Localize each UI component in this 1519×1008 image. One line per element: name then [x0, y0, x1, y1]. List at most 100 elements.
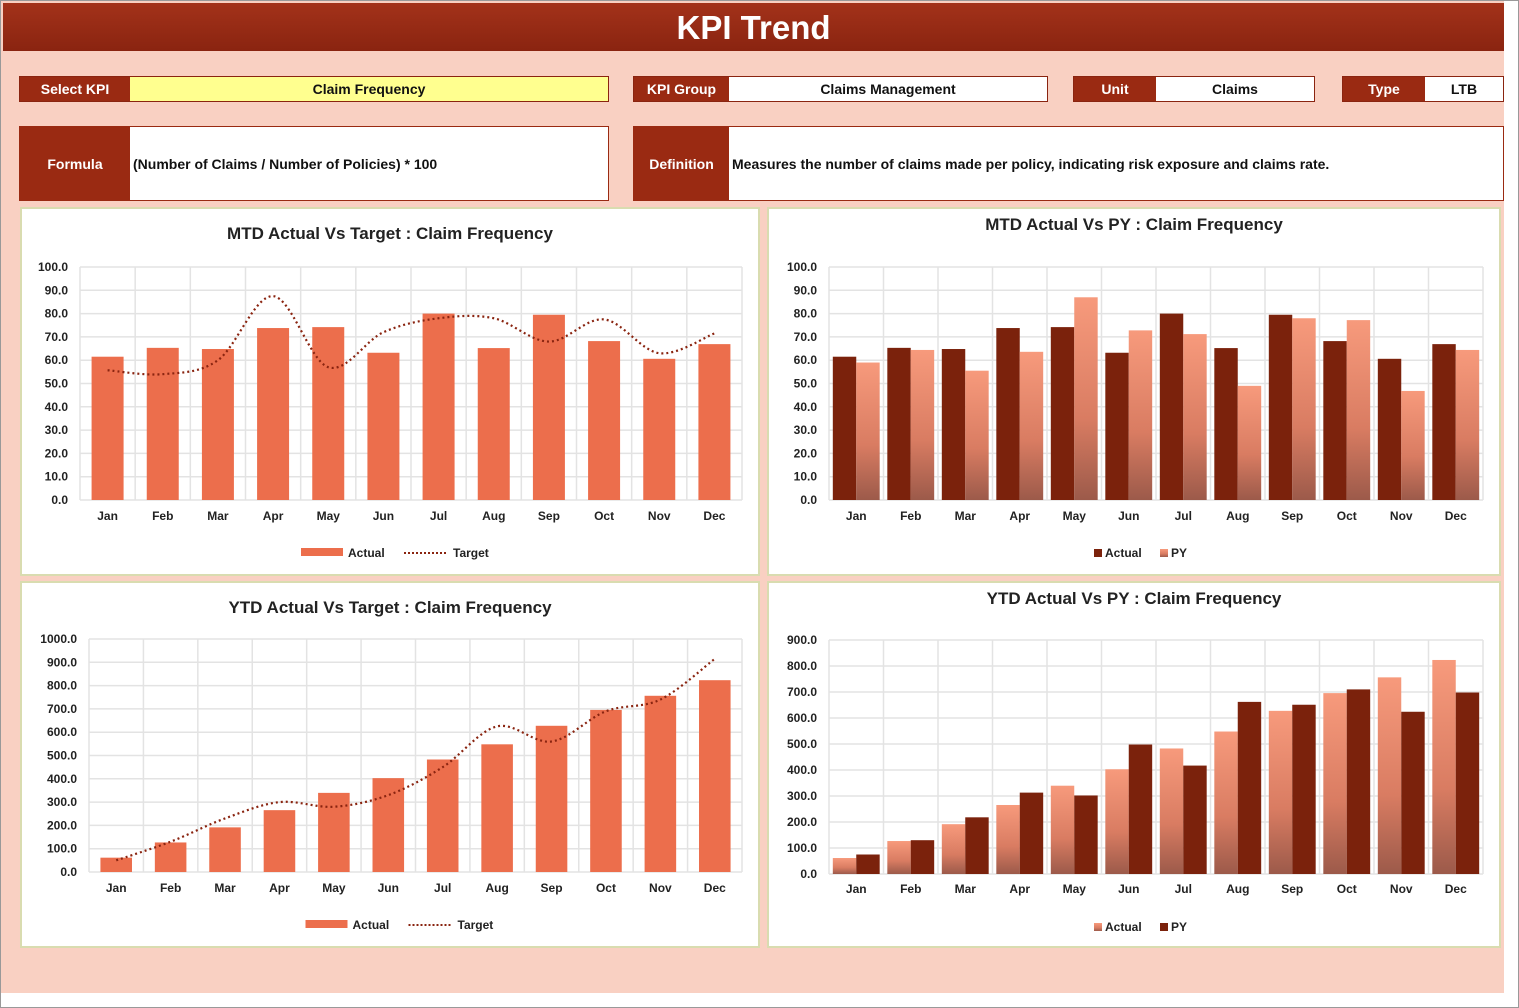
bar-py [1019, 351, 1044, 500]
x-tick-label: Mar [214, 881, 236, 895]
bar-actual [146, 347, 179, 500]
bar-py [1292, 318, 1316, 500]
bar-actual [887, 347, 911, 500]
y-tick-label: 300.0 [787, 789, 817, 803]
x-tick-label: Jul [434, 881, 451, 895]
bar-actual [318, 792, 350, 872]
x-tick-label: May [1063, 882, 1087, 896]
y-tick-label: 60.0 [45, 353, 69, 367]
x-tick-label: Feb [900, 509, 921, 523]
x-tick-label: Dec [1445, 509, 1467, 523]
x-tick-label: Oct [1337, 509, 1357, 523]
type-field: Type LTB [1342, 76, 1504, 102]
bar-actual [1377, 358, 1402, 500]
bar-actual [209, 827, 241, 872]
bar-actual [1432, 344, 1456, 500]
y-tick-label: 200.0 [787, 815, 817, 829]
kpi-group-field: KPI Group Claims Management [633, 76, 1048, 102]
bar-py [856, 362, 880, 500]
formula-value: (Number of Claims / Number of Policies) … [130, 127, 608, 200]
legend-label: Actual [1105, 920, 1142, 934]
chart-title: YTD Actual Vs Target : Claim Frequency [228, 598, 552, 617]
bar-py [1401, 711, 1425, 874]
x-tick-label: Apr [1009, 882, 1030, 896]
legend-label: Target [458, 918, 494, 932]
x-tick-label: Sep [1281, 882, 1303, 896]
select-kpi-dropdown[interactable]: Claim Frequency [130, 77, 608, 101]
x-tick-label: Aug [482, 509, 505, 523]
bar-actual [941, 349, 966, 500]
x-tick-label: Aug [1226, 882, 1249, 896]
y-tick-label: 80.0 [45, 307, 69, 321]
bar-actual [263, 810, 296, 872]
chart-title: MTD Actual Vs PY : Claim Frequency [985, 215, 1283, 234]
x-tick-label: Jun [373, 509, 394, 523]
bar-actual [1268, 314, 1293, 500]
x-tick-label: Feb [152, 509, 173, 523]
bar-py [1237, 385, 1262, 500]
bar-py [910, 349, 935, 500]
x-tick-label: Jun [378, 881, 399, 895]
x-tick-label: Sep [541, 881, 563, 895]
window-margin [1, 993, 1518, 1007]
x-tick-label: Jan [846, 882, 867, 896]
y-tick-label: 800.0 [47, 679, 77, 693]
definition-box: Definition Measures the number of claims… [633, 126, 1504, 201]
x-tick-label: Jul [1175, 509, 1192, 523]
select-kpi-field[interactable]: Select KPI Claim Frequency [19, 76, 609, 102]
legend-swatch [1160, 923, 1168, 931]
bar-actual [100, 857, 132, 872]
x-tick-label: Apr [1009, 509, 1030, 523]
y-tick-label: 80.0 [794, 307, 818, 321]
y-tick-label: 50.0 [45, 377, 69, 391]
bar-actual [532, 314, 565, 500]
bar-py [965, 370, 989, 500]
y-tick-label: 600.0 [787, 711, 817, 725]
formula-label: Formula [20, 127, 130, 200]
chart-svg: 0.0 100.0 200.0 300.0 400.0 500.0 600.0 700.0 80… [40, 632, 743, 932]
x-tick-label: Jan [106, 881, 127, 895]
y-tick-label: 70.0 [45, 330, 69, 344]
bar-actual [644, 695, 677, 872]
unit-value: Claims [1156, 77, 1314, 101]
y-tick-label: 50.0 [794, 377, 818, 391]
bar-actual [91, 356, 124, 500]
bar-py [1183, 334, 1207, 500]
window-margin [1504, 1, 1518, 1007]
type-label: Type [1343, 77, 1425, 101]
bar-py [1074, 297, 1098, 500]
bar-actual [154, 842, 187, 872]
x-tick-label: Sep [538, 509, 560, 523]
bar-actual [1214, 348, 1238, 500]
definition-value: Measures the number of claims made per p… [729, 127, 1503, 200]
x-tick-label: Dec [704, 881, 726, 895]
y-tick-label: 900.0 [47, 655, 77, 669]
legend-label: Actual [348, 546, 385, 560]
y-tick-label: 60.0 [794, 353, 818, 367]
legend-label: PY [1171, 546, 1187, 560]
y-tick-label: 40.0 [45, 400, 69, 414]
bar-py [1074, 795, 1098, 874]
bar-py [1455, 692, 1480, 874]
y-tick-label: 100.0 [38, 260, 68, 274]
x-tick-label: Aug [485, 881, 508, 895]
bar-actual [477, 348, 510, 500]
x-tick-label: Nov [648, 509, 671, 523]
x-tick-label: Jun [1118, 509, 1139, 523]
legend-label: Target [453, 546, 489, 560]
bar-actual [426, 759, 459, 872]
formula-box: Formula (Number of Claims / Number of Po… [19, 126, 609, 201]
legend-swatch-actual [301, 548, 343, 556]
chart-mtd-actual-vs-target: MTD Actual Vs Target : Claim Frequency 0… [20, 207, 760, 576]
bar-actual [1268, 710, 1293, 874]
y-tick-label: 0.0 [60, 865, 77, 879]
bar-actual [996, 328, 1020, 500]
y-tick-label: 0.0 [800, 493, 817, 507]
x-tick-label: Feb [160, 881, 181, 895]
x-tick-label: May [1063, 509, 1087, 523]
x-tick-label: Jun [1118, 882, 1139, 896]
y-tick-label: 100.0 [787, 260, 817, 274]
y-tick-label: 90.0 [794, 283, 818, 297]
y-tick-label: 1000.0 [40, 632, 77, 646]
chart-mtd-actual-vs-py: MTD Actual Vs PY : Claim Frequency 0.0 10… [767, 207, 1501, 576]
